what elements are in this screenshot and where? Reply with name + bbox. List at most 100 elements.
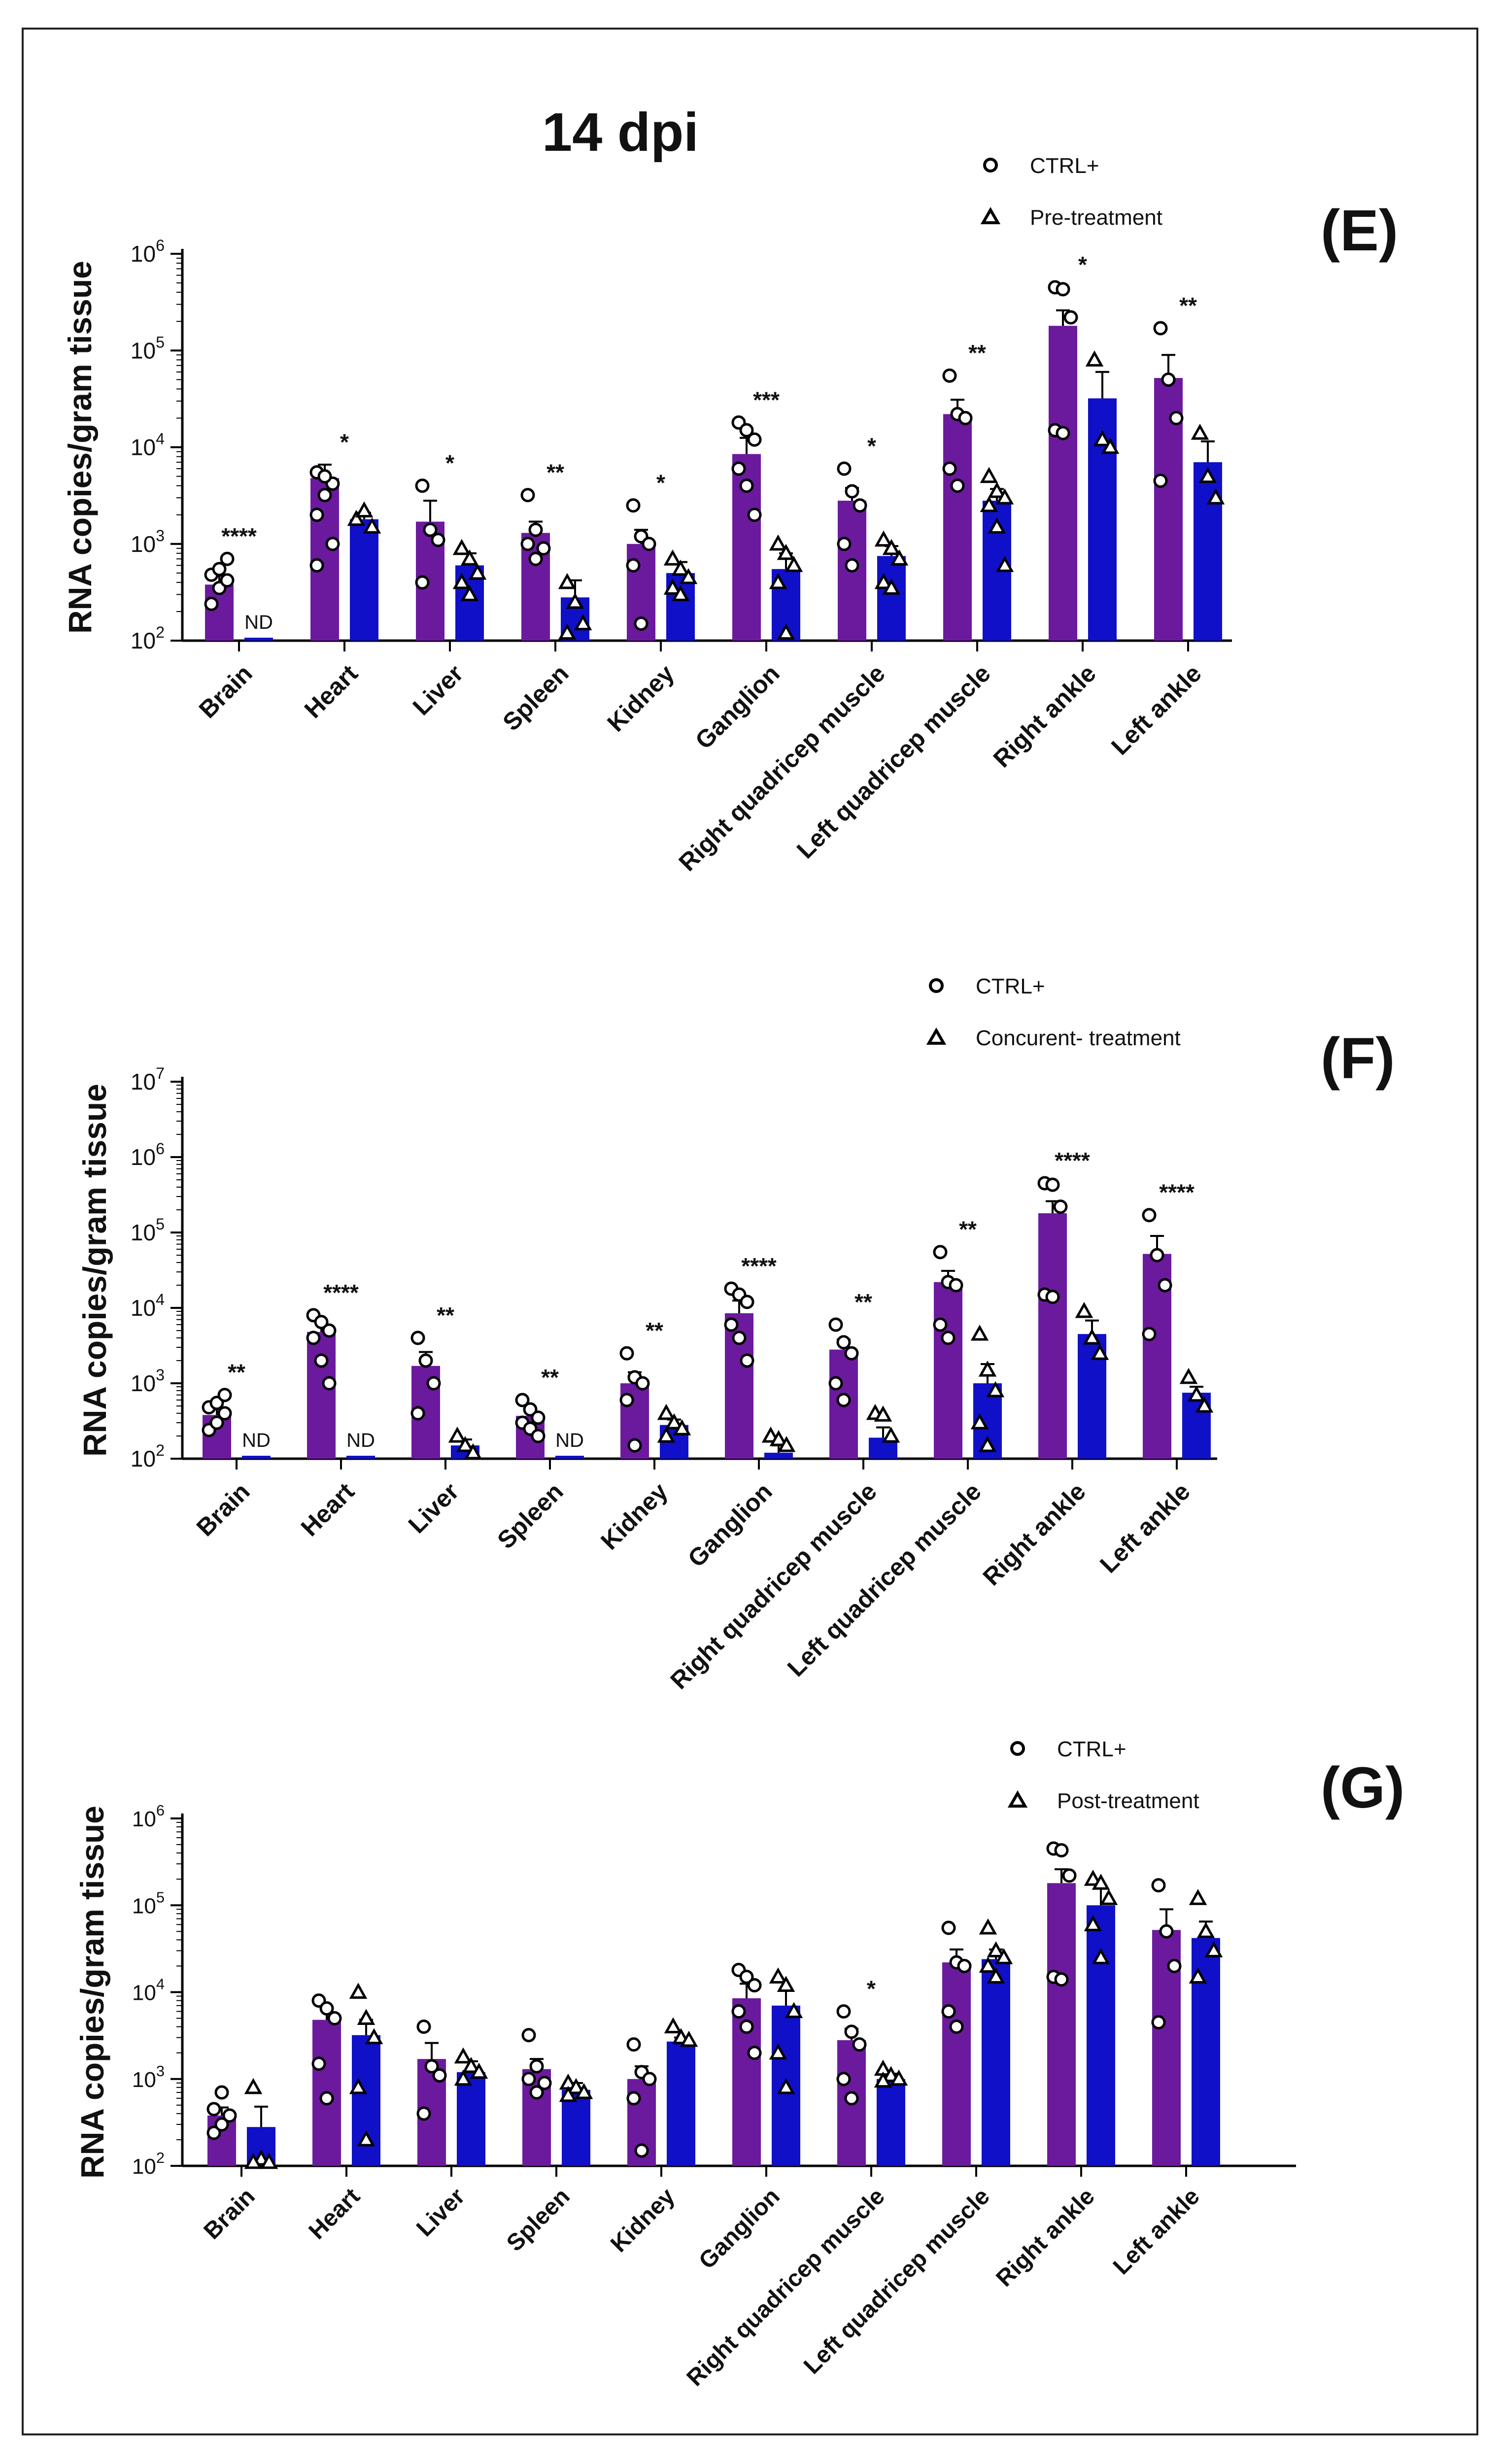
data-point-triangle	[1083, 1328, 1101, 1345]
data-point-circle	[536, 541, 551, 556]
x-tick-label-right-quadricep-muscle: Right quadricep muscle	[673, 659, 890, 876]
figure-frame	[22, 28, 1478, 2435]
data-point-triangle	[349, 2078, 368, 2094]
data-point-triangle	[978, 1360, 997, 1377]
data-point-circle	[222, 2108, 237, 2123]
data-point-circle	[836, 2004, 851, 2019]
data-point-triangle	[1101, 438, 1120, 454]
data-point-triangle	[566, 592, 584, 609]
x-tick-label-brain: Brain	[199, 2183, 260, 2244]
data-point-circle	[325, 537, 340, 551]
data-point-circle	[309, 558, 324, 573]
data-point-circle	[844, 2091, 859, 2106]
legend-label-treatment: Pre-treatment	[1030, 205, 1162, 230]
data-point-circle	[1142, 1327, 1157, 1341]
data-point-circle	[950, 479, 965, 493]
data-point-triangle	[785, 2002, 803, 2019]
data-point-circle	[531, 1410, 546, 1425]
data-point-triangle	[1189, 1967, 1207, 1984]
data-point-triangle	[462, 2056, 480, 2073]
panel-label-e: (E)	[1321, 198, 1399, 263]
data-point-circle	[220, 573, 235, 588]
data-point-circle	[1150, 1248, 1164, 1263]
panel-g: RNA copies/gram tissue 102 103 104 105 106 CTR…	[74, 1737, 1296, 2392]
significance-marker: **	[546, 460, 564, 485]
data-point-circle	[844, 2024, 859, 2039]
data-point-triangle	[769, 1967, 787, 1984]
data-point-triangle	[970, 1413, 989, 1430]
data-point-circle	[619, 1393, 634, 1407]
x-tick-label-liver: Liver	[411, 2183, 470, 2242]
data-point-triangle	[979, 1918, 997, 1935]
data-point-triangle	[1092, 1874, 1110, 1890]
data-point-triangle	[1189, 1889, 1207, 1905]
legend-circle-marker	[983, 158, 998, 172]
data-point-triangle	[558, 623, 577, 640]
data-point-triangle	[978, 1436, 997, 1452]
data-point-triangle	[460, 585, 479, 601]
data-point-circle	[327, 2011, 342, 2026]
data-point-circle	[836, 1335, 851, 1350]
x-tick-label-left-ankle: Left ankle	[1106, 659, 1207, 760]
data-point-circle	[949, 2019, 964, 2034]
bar-ctrl-heart	[307, 1332, 336, 1459]
data-point-circle	[635, 1376, 650, 1391]
data-point-triangle	[970, 1324, 989, 1341]
y-tick-label: 105	[131, 1215, 165, 1245]
data-point-circle	[1167, 1958, 1182, 1973]
data-point-triangle	[777, 1436, 796, 1452]
data-point-circle	[642, 2072, 657, 2087]
significance-marker: ****	[1159, 1180, 1195, 1205]
data-point-triangle	[874, 530, 893, 547]
data-point-triangle	[1085, 350, 1104, 367]
data-point-circle	[322, 1376, 337, 1391]
y-tick-label: 107	[131, 1064, 165, 1095]
bar-ctrl-left-quadricep-muscle	[943, 414, 972, 641]
significance-marker: ****	[741, 1253, 777, 1279]
data-point-circle	[837, 537, 852, 551]
data-point-triangle	[1195, 1396, 1214, 1413]
data-point-triangle	[671, 559, 690, 576]
data-point-circle	[432, 2068, 447, 2083]
data-point-triangle	[979, 1956, 997, 1973]
data-point-triangle	[567, 2078, 585, 2094]
y-tick-label: 106	[132, 1802, 165, 1831]
data-point-circle	[724, 1317, 739, 1332]
data-point-circle	[747, 2046, 762, 2060]
data-point-circle	[309, 508, 324, 522]
data-point-circle	[942, 461, 957, 476]
data-point-triangle	[777, 544, 795, 560]
data-point-triangle	[874, 573, 893, 589]
data-point-triangle	[1099, 1889, 1118, 1905]
x-tick-label-heart: Heart	[304, 2183, 365, 2244]
significance-marker: **	[228, 1360, 245, 1385]
data-point-circle	[423, 522, 438, 537]
data-point-circle	[828, 1317, 843, 1332]
data-point-triangle	[1084, 1915, 1102, 1931]
y-tick-label: 104	[131, 1291, 165, 1321]
data-point-triangle	[1091, 1344, 1109, 1360]
data-point-triangle	[363, 517, 381, 534]
x-tick-label-left-quadricep-muscle: Left quadricep muscle	[791, 659, 996, 864]
x-tick-label-kidney: Kidney	[595, 1477, 673, 1555]
data-point-circle	[214, 2117, 229, 2132]
data-point-triangle	[1187, 1385, 1206, 1402]
data-point-circle	[418, 1353, 433, 1368]
data-point-triangle	[785, 556, 803, 572]
data-point-circle	[828, 1376, 843, 1391]
significance-marker: **	[959, 1217, 977, 1242]
figure-title: 14 dpi	[542, 102, 699, 163]
y-tick-label: 103	[131, 527, 165, 557]
data-point-triangle	[1198, 467, 1217, 483]
data-point-triangle	[460, 549, 479, 566]
data-point-triangle	[244, 2078, 263, 2094]
data-point-circle	[1053, 1199, 1068, 1214]
significance-marker: *	[656, 470, 665, 496]
data-point-circle	[311, 2056, 326, 2071]
x-tick-label-kidney: Kidney	[606, 2183, 680, 2258]
bar-treatment-right-quadricep-muscle	[877, 2079, 905, 2166]
data-point-triangle	[769, 2043, 787, 2060]
data-point-triangle	[357, 2130, 376, 2147]
data-point-circle	[317, 488, 332, 503]
data-point-circle	[836, 1393, 851, 1407]
